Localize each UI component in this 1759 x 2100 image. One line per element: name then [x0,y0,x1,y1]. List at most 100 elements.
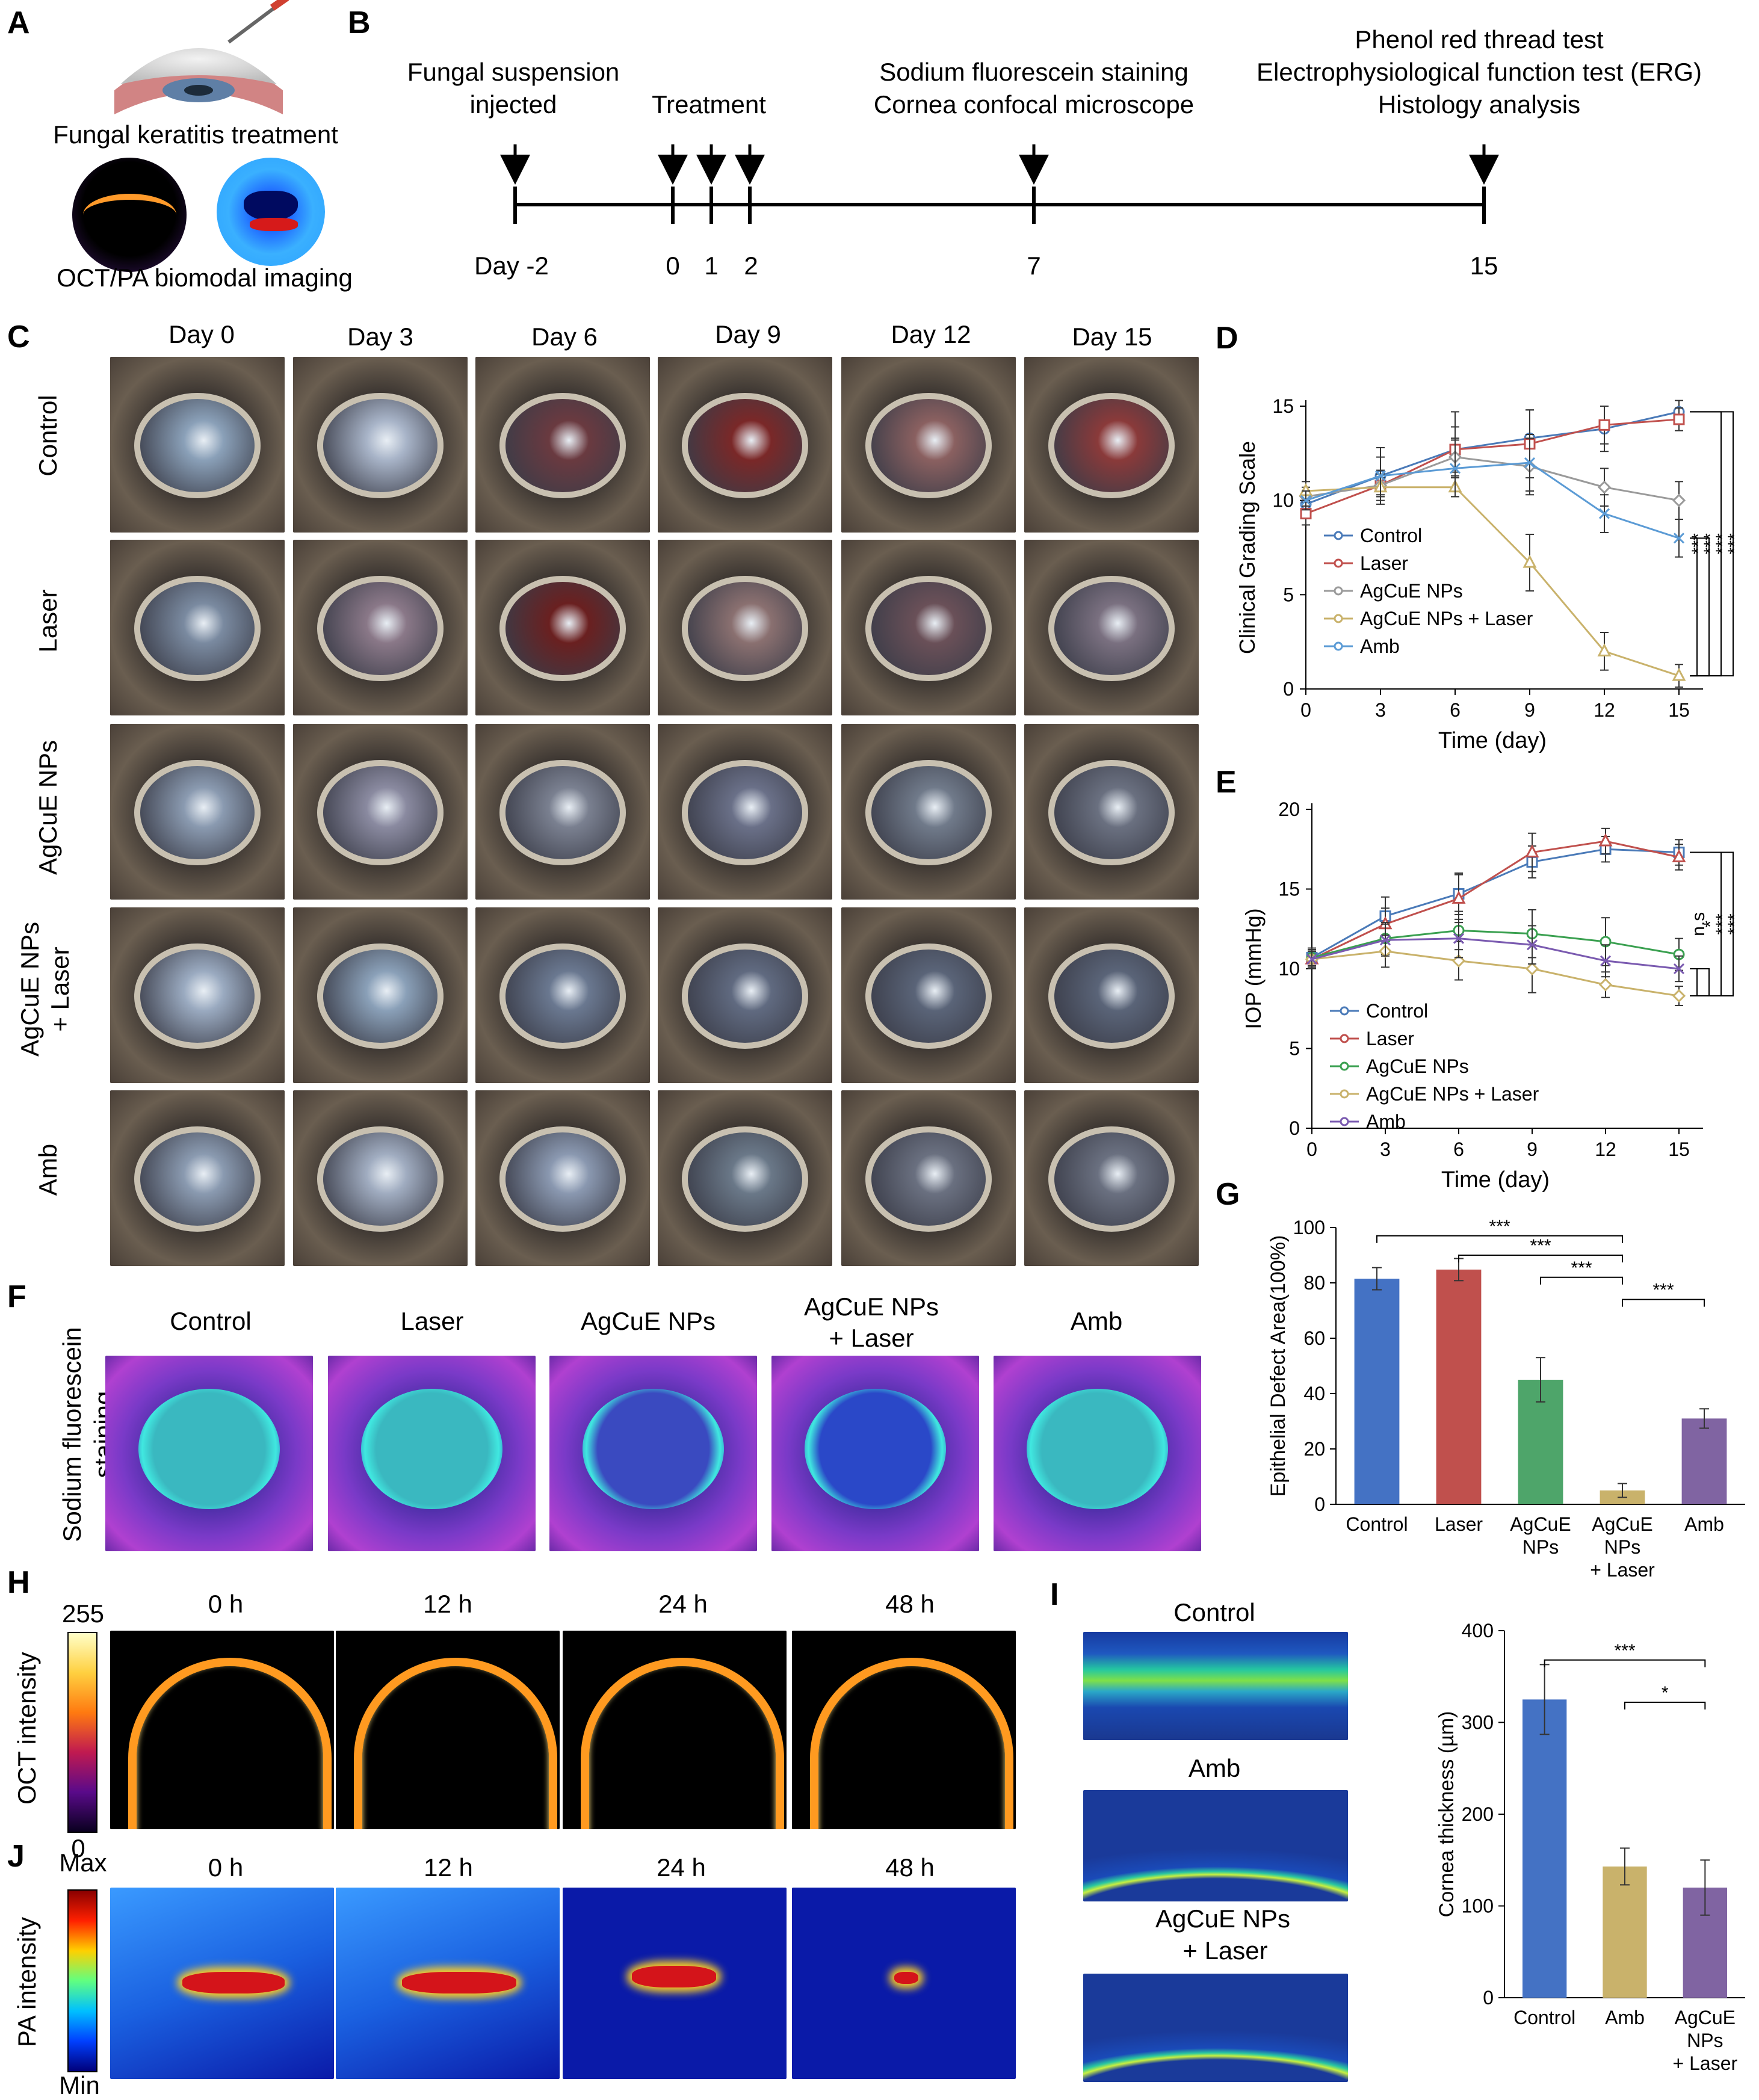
j-time-48: 48 h [885,1853,935,1882]
data-point [1451,891,1466,904]
significance-bracket [1690,537,1710,677]
timeline-event-1-line2: injected [469,90,557,119]
significance-label: *** [1725,913,1745,934]
cornea [317,943,444,1049]
data-point [1374,470,1386,481]
category-label: AgCuE [1592,1513,1652,1535]
y-axis-title: Cornea thickness (µm) [1435,1711,1458,1918]
data-point [1672,849,1686,862]
cornea-arc [810,1658,1013,1829]
panel-label-j: J [7,1839,25,1874]
pa-image [110,1888,334,2079]
panel-a-caption-treatment: Fungal keratitis treatment [53,120,338,149]
eye-photo [658,357,832,533]
significance-label: *** [1713,533,1733,554]
absorption-band [182,1972,285,1993]
series-line [1305,462,1680,539]
significance-label: * [1701,921,1720,928]
category-label: + Laser [1673,2052,1738,2074]
legend-marker [1340,1089,1349,1099]
cornea [499,943,626,1049]
panel-label-a: A [7,5,30,40]
y-tick-label: 100 [1293,1217,1325,1238]
legend-label: Amb [1360,635,1400,657]
timeline-event-1-line1: Fungal suspension [407,58,620,86]
oct-image [110,1631,334,1829]
eye-photo [1024,357,1199,533]
row-label-agcue-laser-2: + Laser [46,947,74,1032]
significance-bracket [1458,1255,1623,1262]
x-tick-label: 3 [1375,699,1386,721]
timeline-day-0: 0 [666,252,680,280]
eye-photo [293,540,468,715]
eye-photo [841,357,1016,533]
cornea [865,760,992,865]
eye-photo [658,724,832,900]
data-point [1306,954,1318,965]
chart-e: 0 3 6 9 12 15 0 5 10 15 20 Time (day) IOP (mmHg) Cont… [1241,798,1745,1193]
y-tick-label: 0 [1283,678,1294,700]
category-label: Control [1346,1513,1408,1535]
y-tick-label: 60 [1303,1327,1325,1349]
row-label-amb: Amb [34,1143,62,1196]
absorption-band [402,1972,516,1993]
pa-colorbar [67,1889,97,2072]
col-day0: Day 0 [168,320,235,348]
eye-photo [1024,907,1199,1083]
f-col-laser: Laser [400,1307,464,1335]
legend-marker [1334,586,1343,596]
significance-bracket [1690,537,1698,677]
y-tick-label: 5 [1289,1038,1300,1060]
y-axis-title: IOP (mmHg) [1241,908,1266,1029]
i-label-laser: + Laser [1182,1936,1268,1965]
oct-image [563,1631,787,1829]
pa-image [563,1888,787,2079]
significance-label: *** [1713,913,1733,934]
significance-label: *** [1571,1258,1592,1278]
absorption-band [632,1966,716,1987]
y-tick-label: 20 [1303,1438,1325,1460]
data-point [1598,419,1610,431]
timeline-day-15: 15 [1470,252,1498,280]
eye-photo [658,540,832,715]
eye-photo [658,1090,832,1266]
eye-photo [841,540,1016,715]
data-point [1673,413,1685,425]
i-oct-amb [1083,1790,1348,1901]
eye-photo [475,907,650,1083]
data-point [1598,978,1613,992]
data-point [1598,833,1613,847]
category-label: Laser [1435,1513,1483,1535]
cornea [682,943,808,1049]
row-label-control: Control [34,395,62,477]
j-time-24: 24 h [657,1853,706,1882]
cornea [134,943,261,1049]
eye-photo [110,1090,285,1266]
panel-label-i: I [1050,1577,1059,1612]
significance-bracket [1622,1299,1705,1307]
y-tick-label: 100 [1462,1895,1494,1917]
significance-label: *** [1614,1641,1635,1661]
category-label: NPs [1687,2030,1723,2051]
f-col-agcue-laser-2: + Laser [829,1324,914,1352]
j-time-12: 12 h [424,1853,473,1882]
category-label: AgCuE [1675,2007,1736,2028]
j-time-0: 0 h [208,1853,244,1882]
y-tick-label: 200 [1462,1803,1494,1825]
panel-label-h: H [7,1565,30,1600]
timeline-day-minus2: Day -2 [474,252,549,280]
pa-image [336,1888,560,2079]
f-row-label-1: Sodium fluorescein [58,1327,86,1542]
data-point [1449,463,1461,474]
y-tick-label: 20 [1278,798,1300,820]
significance-label: *** [1701,533,1720,554]
row-label-laser: Laser [34,589,62,653]
row-label-agcue-laser-1: AgCuE NPs [16,921,44,1057]
data-point [1673,963,1685,975]
eye-illustration [114,0,289,114]
legend-label: AgCuE NPs + Laser [1366,1083,1539,1105]
legend-marker [1340,1006,1349,1016]
data-point [1600,955,1612,966]
eye-photo [475,1090,650,1266]
